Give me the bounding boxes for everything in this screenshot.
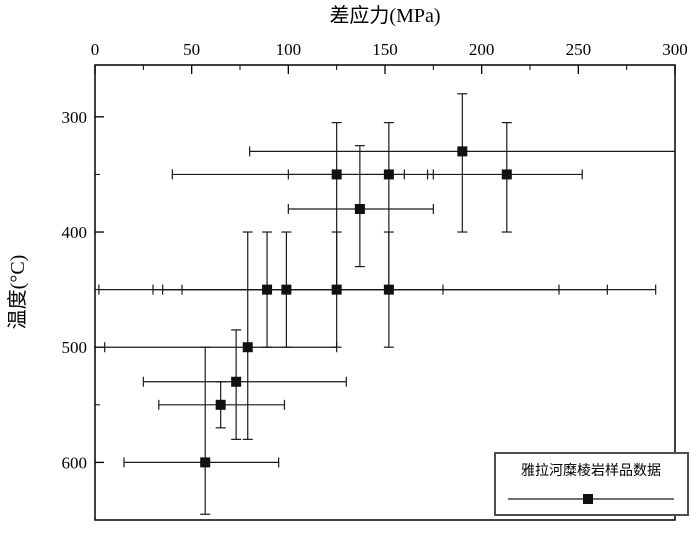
square-marker: [262, 284, 273, 295]
x-tick-label: 0: [91, 40, 100, 59]
square-marker: [354, 203, 365, 214]
square-marker: [331, 284, 342, 295]
square-marker: [242, 342, 253, 353]
square-marker: [457, 146, 468, 157]
x-axis-title: 差应力(MPa): [329, 4, 440, 27]
x-tick-label: 150: [372, 40, 398, 59]
legend-square-marker: [583, 494, 593, 504]
y-tick-label: 500: [62, 338, 88, 357]
square-marker: [281, 284, 292, 295]
y-axis-title: 温度(°C): [6, 255, 29, 330]
plot-area: 0 50 100 150 200 250 300 300 400 500 600: [62, 40, 688, 521]
x-tick-label: 50: [183, 40, 200, 59]
square-marker: [383, 169, 394, 180]
square-marker: [231, 376, 242, 387]
x-tick-label: 250: [566, 40, 592, 59]
y-tick-label: 300: [62, 108, 88, 127]
square-marker: [215, 399, 226, 410]
legend-box: [494, 452, 689, 516]
x-tick-label: 100: [276, 40, 302, 59]
legend: 雅拉河糜棱岩样品数据: [494, 452, 689, 516]
x-tick-label: 200: [469, 40, 495, 59]
square-marker: [200, 457, 211, 468]
data-point: [123, 346, 280, 515]
y-tick-label: 600: [62, 453, 88, 472]
legend-series-label: 雅拉河糜棱岩样品数据: [521, 462, 661, 479]
square-marker: [501, 169, 512, 180]
data-point: [249, 93, 676, 233]
square-marker: [383, 284, 394, 295]
square-marker: [331, 169, 342, 180]
y-tick-label: 400: [62, 223, 88, 242]
x-tick-label: 300: [662, 40, 688, 59]
data-point: [181, 231, 657, 348]
